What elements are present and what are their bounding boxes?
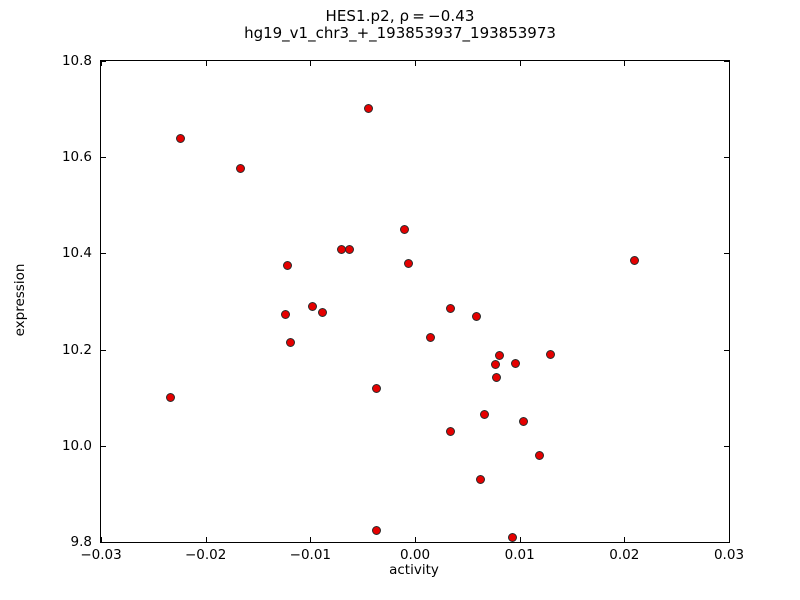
scatter-point <box>480 410 490 420</box>
x-axis-tick-top <box>729 61 730 66</box>
y-axis-tick-label: 10.0 <box>61 437 92 454</box>
chart-title-block: HES1.p2, ρ = −0.43 hg19_v1_chr3_+_193853… <box>0 7 800 43</box>
y-axis-tick <box>101 157 106 159</box>
y-axis-tick-right <box>724 253 729 255</box>
scatter-point <box>337 245 347 255</box>
scatter-point <box>491 372 501 382</box>
x-axis-tick-top <box>205 61 207 66</box>
x-axis-tick <box>519 537 521 542</box>
x-axis-tick-top <box>519 61 521 66</box>
y-axis-tick-label: 10.8 <box>61 53 92 69</box>
x-axis-tick <box>101 537 102 542</box>
plot-data-area <box>101 61 729 542</box>
y-axis-tick <box>101 349 106 351</box>
x-axis-tick <box>415 537 416 542</box>
y-axis-tick-right <box>724 349 729 351</box>
x-axis-tick-label: 0.02 <box>609 547 640 563</box>
y-axis-tick <box>101 542 106 543</box>
x-axis-tick <box>624 537 626 542</box>
scatter-point <box>534 450 544 460</box>
scatter-point <box>404 258 414 268</box>
y-axis-tick-right <box>724 157 729 159</box>
x-axis-tick-top <box>310 61 312 66</box>
x-axis-tick <box>205 537 207 542</box>
y-axis-label: expression <box>12 263 28 337</box>
scatter-point <box>372 525 382 535</box>
chart-title: HES1.p2, ρ = −0.43 <box>325 7 475 25</box>
x-axis-tick-label: 0.00 <box>399 547 431 563</box>
scatter-point <box>425 332 435 342</box>
scatter-point <box>630 255 640 265</box>
scatter-point <box>546 349 556 359</box>
scatter-point <box>495 350 505 360</box>
scatter-point <box>510 358 520 368</box>
y-axis-tick-right <box>724 542 729 543</box>
x-axis-tick-label: 0.01 <box>504 547 535 563</box>
scatter-point <box>308 302 318 312</box>
x-axis-tick-label: −0.02 <box>184 547 227 563</box>
x-axis-tick-top <box>415 61 416 66</box>
y-axis-tick-label: 10.6 <box>61 149 92 166</box>
scatter-point <box>518 417 528 427</box>
scatter-point <box>364 103 374 113</box>
y-axis-tick <box>101 445 106 447</box>
y-axis-tick-right <box>724 61 729 62</box>
scatter-point <box>285 338 295 348</box>
x-axis-tick <box>729 537 730 542</box>
scatter-point <box>476 474 486 484</box>
x-axis-tick-label: −0.03 <box>80 547 122 563</box>
scatter-point <box>491 359 501 369</box>
scatter-point <box>318 308 328 318</box>
x-axis-tick-top <box>101 61 102 66</box>
y-axis-tick-label: 9.8 <box>70 534 92 550</box>
x-axis-tick-label: 0.03 <box>713 547 745 563</box>
scatter-point <box>400 224 410 234</box>
scatter-point <box>445 426 455 436</box>
x-axis-tick-top <box>624 61 626 66</box>
y-axis-tick-label: 10.2 <box>61 341 92 358</box>
y-axis-tick-label: 10.4 <box>61 245 92 262</box>
plot-axes-frame: −0.03 −0.02 −0.01 0.00 0.01 0.02 0.03 9.8 10.0 10… <box>62 53 744 563</box>
x-axis-label: activity <box>389 562 439 578</box>
scatter-point <box>283 260 293 270</box>
scatter-point <box>371 384 381 394</box>
scatter-point <box>508 532 518 542</box>
scatter-point <box>165 392 175 402</box>
scatter-point <box>281 310 291 320</box>
scatter-point <box>175 134 185 144</box>
scatter-point <box>472 312 482 322</box>
x-axis-tick <box>310 537 312 542</box>
scatter-point <box>235 163 245 173</box>
scatter-point <box>445 304 455 314</box>
chart-subtitle: hg19_v1_chr3_+_193853937_193853973 <box>244 24 556 43</box>
y-axis-tick-right <box>724 445 729 447</box>
y-axis-tick <box>101 61 106 62</box>
y-axis-tick <box>101 253 106 255</box>
x-axis-tick-label: −0.01 <box>289 547 332 563</box>
